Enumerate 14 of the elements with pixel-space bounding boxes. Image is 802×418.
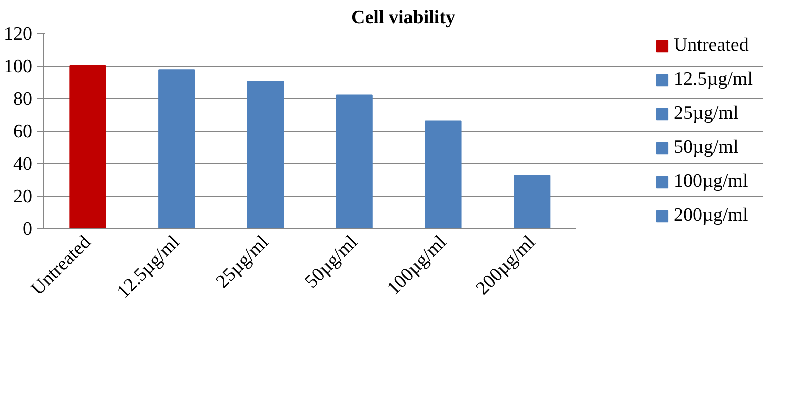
y-tick-label: 120 [4,24,32,45]
y-tick-label: 20 [14,186,32,208]
legend-label: 200µg/ml [674,204,748,226]
y-tick-label: 40 [14,154,32,175]
y-tick-label: 60 [14,122,32,142]
y-tick-label: 0 [23,219,32,240]
legend-label: 100µg/ml [674,170,748,192]
legend-label: Untreated [674,34,749,56]
legend-label: 25µg/ml [674,102,739,124]
y-tick-label: 80 [14,89,32,110]
chart-title: Cell viability [352,8,456,28]
y-tick-label: 100 [4,56,32,78]
legend-label: 12.5µg/ml [674,68,753,90]
legend-label: 50µg/ml [674,136,739,158]
